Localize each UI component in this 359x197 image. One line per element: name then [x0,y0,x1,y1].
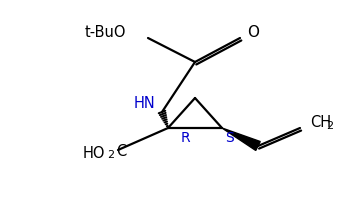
Text: S: S [225,131,234,145]
Text: R: R [180,131,190,145]
Text: t-BuO: t-BuO [84,24,126,40]
Text: 2: 2 [107,150,114,160]
Polygon shape [222,128,260,151]
Text: CH: CH [310,114,331,129]
Text: O: O [247,24,259,40]
Text: 2: 2 [326,121,333,131]
Text: HO: HO [83,146,105,161]
Text: C: C [116,145,126,160]
Text: HN: HN [133,96,155,111]
